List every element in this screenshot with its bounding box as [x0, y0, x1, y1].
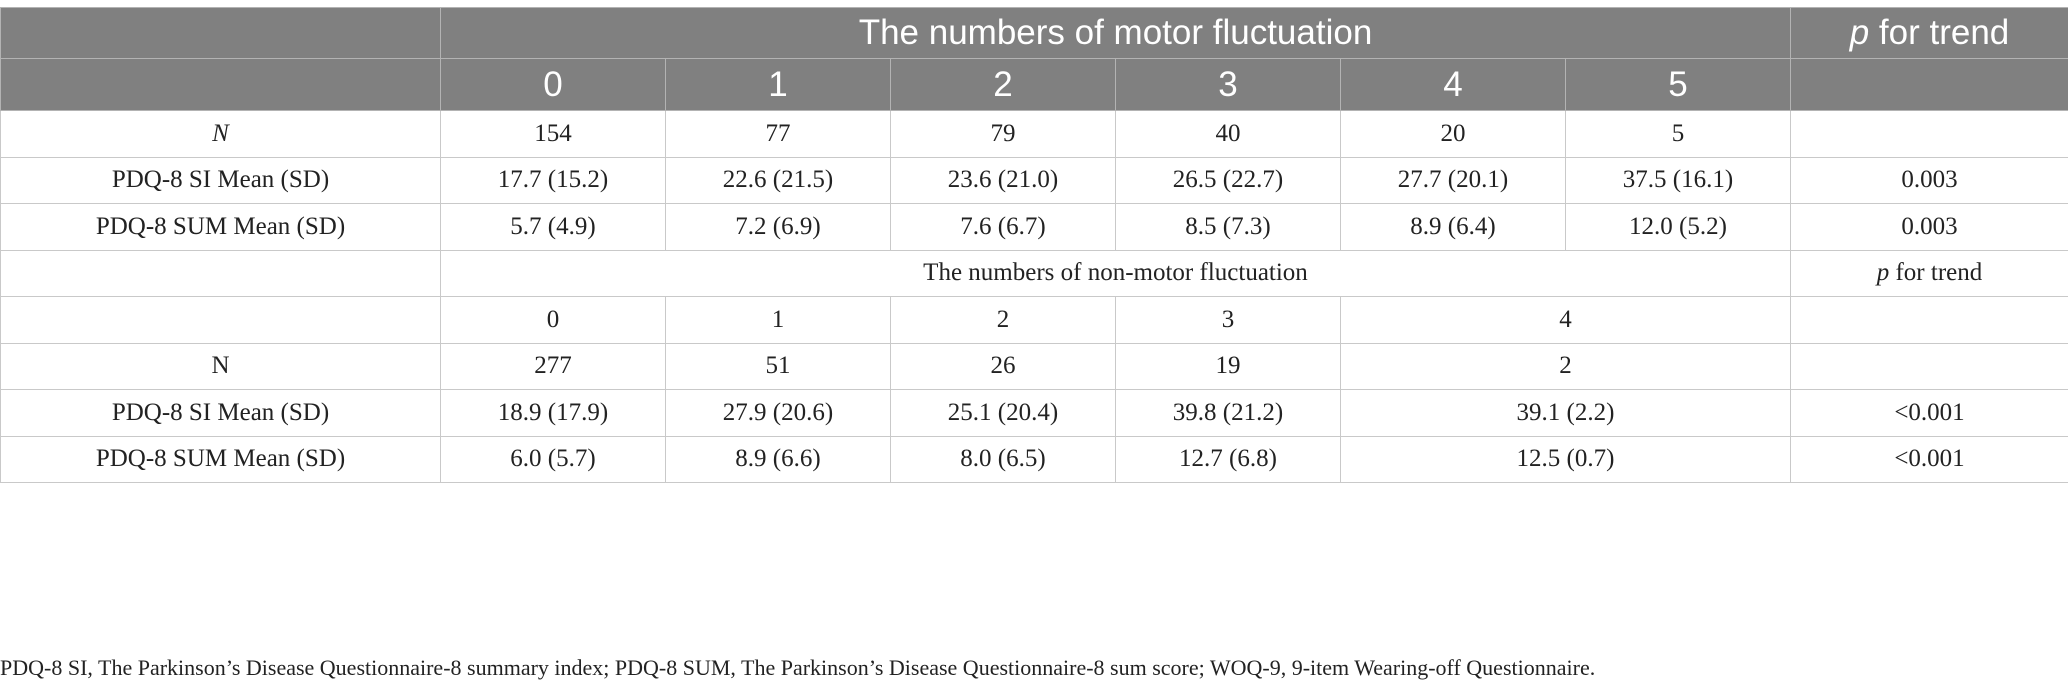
- table-cell: 77: [665, 110, 891, 158]
- motor-col-header: 1: [665, 58, 891, 111]
- table-cell: 40: [1115, 110, 1341, 158]
- table-cell: 20: [1340, 110, 1566, 158]
- row-label: N: [0, 342, 441, 390]
- table-cell: 7.6 (6.7): [890, 203, 1116, 251]
- table-cell: 12.5 (0.7): [1340, 435, 1791, 483]
- motor-fluctuation-group-header: The numbers of motor fluctuation: [440, 7, 1791, 59]
- row-label: PDQ-8 SI Mean (SD): [0, 389, 441, 437]
- table-cell: 17.7 (15.2): [440, 156, 666, 204]
- table-footnote: PDQ-8 SI, The Parkinson’s Disease Questi…: [0, 655, 1596, 680]
- table-cell: 26.5 (22.7): [1115, 156, 1341, 204]
- nonmotor-col-header: 4: [1340, 296, 1791, 344]
- row-label: PDQ-8 SUM Mean (SD): [0, 203, 441, 251]
- header-row-1: The numbers of motor fluctuation p for t…: [0, 7, 2068, 59]
- table-cell: 26: [890, 342, 1116, 390]
- empty-cell: [1790, 296, 2068, 344]
- p-trend-italic: p: [1849, 13, 1870, 52]
- empty-cell: [0, 296, 441, 344]
- table-cell: 23.6 (21.0): [890, 156, 1116, 204]
- motor-col-header: 5: [1565, 58, 1791, 111]
- table-cell: 51: [665, 342, 891, 390]
- p-trend-cell: 0.003: [1790, 203, 2068, 251]
- table-cell: 8.0 (6.5): [890, 435, 1116, 483]
- header-empty-cell: [1790, 58, 2068, 111]
- p-trend-cell: [1790, 342, 2068, 390]
- nonmotor-group-row: The numbers of non-motor fluctuation p f…: [0, 249, 2068, 297]
- table-cell: 8.5 (7.3): [1115, 203, 1341, 251]
- table-cell: 7.2 (6.9): [665, 203, 891, 251]
- row-label: PDQ-8 SUM Mean (SD): [0, 435, 441, 483]
- p-trend-cell: 0.003: [1790, 156, 2068, 204]
- table-cell: 277: [440, 342, 666, 390]
- table-cell: 5.7 (4.9): [440, 203, 666, 251]
- nonmotor-col-header: 1: [665, 296, 891, 344]
- header-row-2: 0 1 2 3 4 5: [0, 58, 2068, 111]
- p-trend-cell: [1790, 110, 2068, 158]
- p-trend-cell: <0.001: [1790, 435, 2068, 483]
- nonmotor-row-sum: PDQ-8 SUM Mean (SD) 6.0 (5.7) 8.9 (6.6) …: [0, 435, 2068, 483]
- motor-row-sum: PDQ-8 SUM Mean (SD) 5.7 (4.9) 7.2 (6.9) …: [0, 203, 2068, 251]
- table-cell: 27.7 (20.1): [1340, 156, 1566, 204]
- nonmotor-col-header: 2: [890, 296, 1116, 344]
- motor-col-header: 2: [890, 58, 1116, 111]
- table-cell: 39.8 (21.2): [1115, 389, 1341, 437]
- table-cell: 27.9 (20.6): [665, 389, 891, 437]
- table-cell: 12.7 (6.8): [1115, 435, 1341, 483]
- table-cell: 25.1 (20.4): [890, 389, 1116, 437]
- p-trend-header: p for trend: [1790, 7, 2068, 59]
- motor-col-header: 4: [1340, 58, 1566, 111]
- table-cell: 8.9 (6.4): [1340, 203, 1566, 251]
- motor-col-header: 0: [440, 58, 666, 111]
- row-label: N: [0, 110, 441, 158]
- p-trend-italic: p: [1876, 259, 1890, 287]
- nonmotor-col-header: 0: [440, 296, 666, 344]
- p-trend-cell: <0.001: [1790, 389, 2068, 437]
- table-cell: 5: [1565, 110, 1791, 158]
- header-empty-cell: [0, 7, 441, 59]
- nonmotor-fluctuation-group-header: The numbers of non-motor fluctuation: [440, 249, 1791, 297]
- table-cell: 19: [1115, 342, 1341, 390]
- nonmotor-col-header: 3: [1115, 296, 1341, 344]
- row-label: PDQ-8 SI Mean (SD): [0, 156, 441, 204]
- table-cell: 2: [1340, 342, 1791, 390]
- p-trend-rest: for trend: [1889, 259, 1983, 287]
- p-trend-header: p for trend: [1790, 249, 2068, 297]
- table-cell: 22.6 (21.5): [665, 156, 891, 204]
- motor-row-si: PDQ-8 SI Mean (SD) 17.7 (15.2) 22.6 (21.…: [0, 156, 2068, 204]
- table-cell: 79: [890, 110, 1116, 158]
- header-empty-cell: [0, 58, 441, 111]
- table-cell: 37.5 (16.1): [1565, 156, 1791, 204]
- table-cell: 154: [440, 110, 666, 158]
- p-trend-rest: for trend: [1869, 13, 2010, 52]
- table-cell: 39.1 (2.2): [1340, 389, 1791, 437]
- table-cell: 6.0 (5.7): [440, 435, 666, 483]
- results-table: The numbers of motor fluctuation p for t…: [0, 7, 2068, 483]
- nonmotor-row-si: PDQ-8 SI Mean (SD) 18.9 (17.9) 27.9 (20.…: [0, 389, 2068, 437]
- table-cell: 18.9 (17.9): [440, 389, 666, 437]
- table-cell: 8.9 (6.6): [665, 435, 891, 483]
- nonmotor-columns-row: 0 1 2 3 4: [0, 296, 2068, 344]
- nonmotor-row-n: N 277 51 26 19 2: [0, 342, 2068, 390]
- table-cell: 12.0 (5.2): [1565, 203, 1791, 251]
- motor-row-n: N 154 77 79 40 20 5: [0, 110, 2068, 158]
- empty-cell: [0, 249, 441, 297]
- motor-col-header: 3: [1115, 58, 1341, 111]
